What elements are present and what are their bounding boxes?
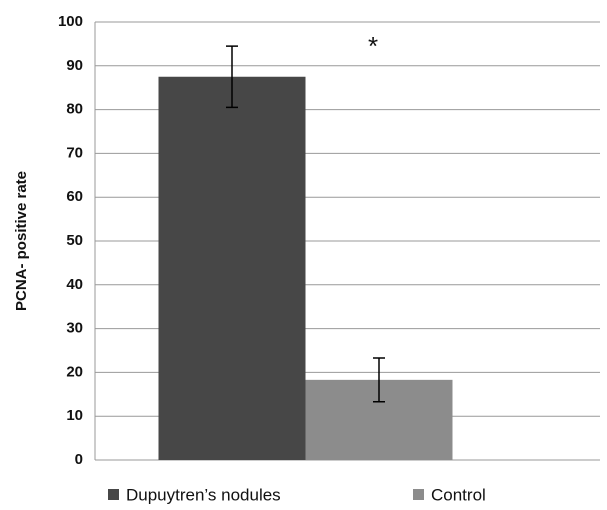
- y-tick-label: 50: [66, 232, 83, 249]
- error-bar: [226, 45, 238, 109]
- y-axis-label: PCNA- positive rate: [13, 171, 30, 311]
- y-tick-label: 70: [66, 144, 83, 161]
- legend-swatch: [413, 489, 424, 500]
- legend-label: Dupuytren’s nodules: [126, 485, 281, 504]
- legend-label: Control: [431, 485, 486, 504]
- y-tick-label: 0: [75, 451, 83, 468]
- y-tick-label: 80: [66, 101, 83, 118]
- bar: [158, 76, 306, 460]
- y-tick-label: 10: [66, 407, 83, 424]
- y-tick-label: 90: [66, 57, 83, 74]
- y-tick-label: 60: [66, 188, 83, 205]
- legend-swatch: [108, 489, 119, 500]
- y-tick-label: 40: [66, 276, 83, 293]
- y-tick-label: 20: [66, 363, 83, 380]
- annotation: *: [368, 31, 378, 61]
- y-tick-label: 30: [66, 320, 83, 337]
- error-bar: [373, 357, 385, 403]
- y-tick-label: 100: [58, 13, 83, 30]
